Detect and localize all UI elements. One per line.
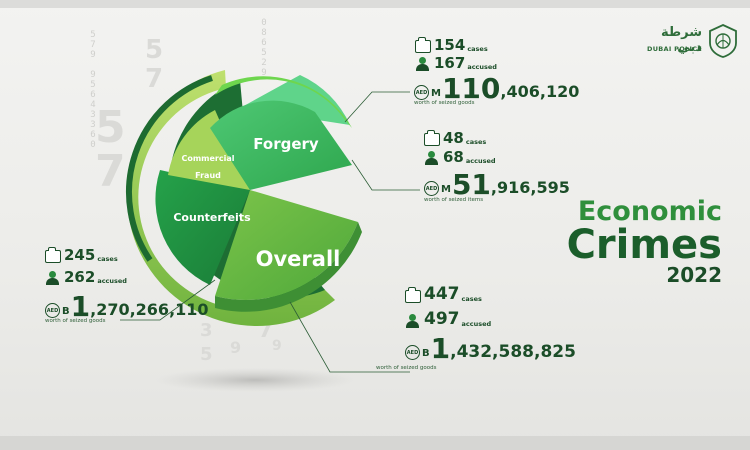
- background-numeral: 3: [200, 320, 213, 341]
- accused-unit: accused: [465, 157, 496, 165]
- amount-row: AED B 1 ,432,588,825: [405, 332, 576, 365]
- accused-row: 497 accused: [405, 311, 491, 328]
- accused-row: 262 accused: [45, 270, 127, 285]
- slice-label-overall: Overall: [256, 247, 341, 271]
- cases-value: 447: [424, 284, 460, 304]
- slice-label-fraud: Fraud: [195, 171, 221, 180]
- cases-value: 48: [443, 129, 464, 147]
- amount-rest: ,432,588,825: [450, 342, 576, 362]
- callout-line-overall: [289, 301, 410, 373]
- cases-unit: cases: [467, 45, 488, 53]
- case-folder-icon: [424, 130, 440, 146]
- aed-currency-icon: AED: [424, 181, 439, 196]
- accused-value: 68: [443, 148, 464, 166]
- pie-slice-overall: [215, 190, 358, 300]
- callout-line-counterfeits: [120, 279, 216, 321]
- cases-unit: cases: [465, 138, 487, 146]
- amount-major: 51: [451, 168, 491, 201]
- amount-rest: ,916,595: [490, 178, 570, 197]
- amount-row: AED M 110 ,406,120: [414, 72, 580, 105]
- cases-row: 447 cases: [405, 286, 482, 303]
- pie-slice-forgery: [210, 100, 352, 190]
- accused-value: 497: [424, 309, 460, 329]
- bottom-strip: [0, 436, 750, 450]
- amount-rest: ,270,266,110: [90, 300, 209, 319]
- amount-label: worth of seized goods: [376, 365, 437, 371]
- cases-row: 154 cases: [415, 36, 488, 54]
- cases-unit: cases: [97, 255, 118, 263]
- accused-person-icon: [424, 151, 440, 165]
- cases-row: 48 cases: [424, 129, 487, 147]
- callout-line-commercial-fraud: [344, 91, 410, 123]
- background-numeral: 5: [95, 102, 126, 153]
- background-numeral: 5: [145, 35, 164, 65]
- background-numeral: 9: [272, 338, 282, 354]
- accused-person-icon: [45, 271, 61, 285]
- aed-currency-icon: AED: [414, 85, 429, 100]
- accused-unit: accused: [97, 277, 127, 285]
- pie-slice-overall-side: [215, 222, 362, 312]
- accused-unit: accused: [461, 320, 492, 328]
- amount-row: AED M 51 ,916,595: [424, 168, 570, 201]
- pie-slice-commercial-fraud: [168, 110, 250, 190]
- dubai-police-logo: شرطة دبي DUBAI POLICE: [640, 23, 740, 59]
- amount-major: 1: [430, 332, 451, 365]
- background-numeral: 7: [95, 146, 126, 197]
- title-economic: Economic: [577, 196, 722, 227]
- dubai-police-emblem-icon: [709, 24, 737, 58]
- accused-value: 262: [64, 268, 96, 286]
- slice-label-counterfeits: Counterfeits: [173, 211, 251, 224]
- amount-prefix: M: [431, 88, 441, 99]
- cases-value: 245: [64, 246, 96, 264]
- amount-prefix: B: [422, 348, 430, 359]
- title-year: 2022: [666, 263, 722, 287]
- case-folder-icon: [415, 37, 431, 53]
- background-numeral: 7: [145, 64, 164, 94]
- accused-person-icon: [415, 57, 431, 71]
- amount-label: worth of seized goods: [414, 100, 475, 106]
- amount-row: AED B 1 ,270,266,110: [45, 290, 209, 323]
- amount-label: worth of seized goods: [45, 318, 106, 324]
- callout-line-forgery: [351, 159, 420, 191]
- background-digits: 0 8 6 5 2 9: [261, 18, 267, 78]
- accused-row: 68 accused: [424, 150, 496, 165]
- title-crimes: Crimes: [566, 222, 722, 268]
- amount-label: worth of seized items: [424, 197, 484, 203]
- case-folder-icon: [405, 287, 421, 303]
- amount-major: 110: [441, 72, 501, 105]
- accused-unit: accused: [467, 63, 497, 71]
- amount-prefix: M: [441, 184, 451, 195]
- amount-rest: ,406,120: [500, 82, 580, 101]
- cases-row: 245 cases: [45, 246, 118, 264]
- accused-row: 167 accused: [415, 56, 497, 71]
- pie-shadow: [155, 368, 355, 392]
- pie-slice-counterfeits: [155, 170, 250, 285]
- pie-forgery-top-layer: [240, 75, 350, 125]
- amount-major: 1: [70, 290, 91, 323]
- background-numeral: 9: [230, 338, 242, 357]
- accused-person-icon: [405, 314, 421, 328]
- case-folder-icon: [45, 247, 61, 263]
- logo-arabic-text: شرطة دبي: [661, 25, 702, 55]
- amount-prefix: B: [62, 306, 70, 317]
- cases-value: 154: [434, 36, 466, 54]
- background-digits: 5 7 9 9 5 6 4 3 3 6 0: [90, 30, 96, 150]
- pie-outer-rim: [126, 70, 336, 327]
- top-strip: [0, 0, 750, 8]
- slice-label-commercial: Commercial: [181, 154, 234, 163]
- accused-value: 167: [434, 54, 466, 72]
- pie-rim-edge: [125, 75, 213, 262]
- aed-currency-icon: AED: [45, 303, 60, 318]
- background-numeral: 5: [200, 344, 213, 365]
- slice-label-forgery: Forgery: [253, 135, 319, 153]
- aed-currency-icon: AED: [405, 345, 420, 360]
- logo-english-text: DUBAI POLICE: [647, 45, 702, 53]
- cases-unit: cases: [461, 295, 482, 303]
